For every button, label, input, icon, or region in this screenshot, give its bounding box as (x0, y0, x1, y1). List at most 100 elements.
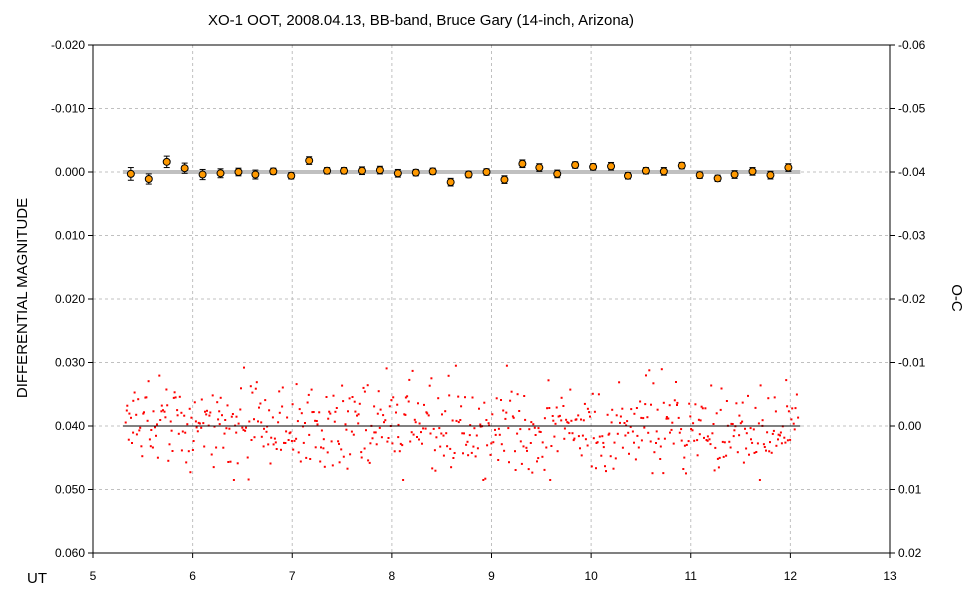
residual-point (398, 450, 401, 453)
residual-point (598, 435, 601, 438)
residual-point (320, 446, 322, 449)
residual-point (761, 419, 764, 422)
residual-point (148, 438, 151, 441)
residual-point (718, 456, 721, 459)
residual-point (526, 449, 528, 452)
residual-point (619, 415, 622, 418)
residual-point (395, 411, 397, 414)
residual-point (543, 417, 546, 420)
residual-point (605, 470, 607, 473)
residual-point (683, 456, 686, 459)
residual-point (475, 434, 478, 437)
average-marker (464, 170, 473, 179)
x-tick-label: 10 (584, 569, 598, 583)
residual-point (310, 388, 313, 391)
residual-point (537, 457, 540, 460)
residual-point (728, 440, 731, 443)
residual-point (293, 439, 296, 442)
residual-point (430, 377, 433, 380)
residual-point (465, 443, 468, 446)
residual-point (676, 401, 679, 404)
residual-point (442, 434, 445, 437)
residual-point (167, 459, 170, 462)
residual-point (300, 412, 303, 415)
residual-point (491, 413, 494, 416)
residual-point (347, 410, 349, 413)
residual-point (667, 417, 670, 420)
residual-point (197, 421, 200, 424)
residual-point (180, 411, 183, 414)
residual-point (624, 434, 627, 437)
residual-point (516, 432, 519, 435)
residual-point (777, 438, 779, 441)
residual-point (693, 439, 696, 442)
residual-point (414, 421, 417, 424)
residual-point (577, 414, 580, 417)
residual-point (495, 397, 498, 400)
residual-point (700, 405, 703, 408)
residual-point (662, 472, 665, 475)
residual-point (164, 416, 167, 419)
residual-point (391, 442, 394, 445)
average-point (589, 162, 598, 171)
residual-point (155, 434, 157, 437)
residual-point (555, 406, 558, 409)
residual-point (262, 445, 265, 448)
residual-point (514, 450, 516, 453)
residual-point (468, 434, 471, 437)
residual-point (350, 430, 353, 433)
residual-point (332, 394, 335, 397)
residual-point (483, 401, 486, 404)
residual-point (665, 416, 668, 418)
residual-point (467, 454, 470, 457)
residual-point (510, 390, 513, 393)
residual-point (435, 436, 438, 439)
residual-point (193, 401, 196, 404)
residual-point (360, 451, 363, 454)
residual-point (791, 407, 794, 410)
residual-point (554, 422, 557, 425)
average-point (126, 167, 135, 181)
residual-point (473, 427, 476, 430)
x-tick-label: 12 (784, 569, 798, 583)
residual-point (546, 407, 549, 410)
residual-point (342, 400, 345, 403)
y-tick-label: 0.020 (55, 292, 85, 306)
residual-point (410, 431, 413, 434)
residual-point (649, 440, 652, 443)
average-point (482, 168, 491, 176)
average-point (162, 155, 171, 169)
residual-point (697, 418, 700, 421)
residual-point (172, 396, 175, 399)
residual-point (613, 441, 616, 444)
residual-point (173, 391, 176, 394)
residual-point (186, 423, 189, 426)
residual-point (484, 477, 487, 480)
residual-point (284, 442, 287, 444)
residual-point (696, 439, 699, 442)
residual-point (494, 433, 497, 436)
residual-point (246, 456, 249, 459)
residual-point (340, 448, 343, 451)
residual-point (577, 435, 580, 438)
residual-point (680, 439, 683, 442)
average-point (216, 168, 225, 179)
residual-point (742, 461, 745, 464)
residual-point (738, 434, 741, 437)
residual-point (534, 434, 537, 436)
residual-point (469, 424, 472, 427)
residual-point (471, 396, 474, 399)
residual-point (226, 404, 229, 407)
residual-point (376, 412, 379, 415)
average-point (446, 177, 455, 187)
residual-point (581, 434, 584, 437)
residual-point (651, 472, 654, 475)
average-marker (766, 171, 775, 180)
average-marker (251, 170, 260, 179)
residual-point (166, 404, 169, 407)
residual-point (592, 437, 595, 440)
residual-point (269, 462, 272, 465)
residual-point (556, 450, 559, 453)
residual-point (217, 418, 220, 421)
residual-point (373, 431, 376, 434)
